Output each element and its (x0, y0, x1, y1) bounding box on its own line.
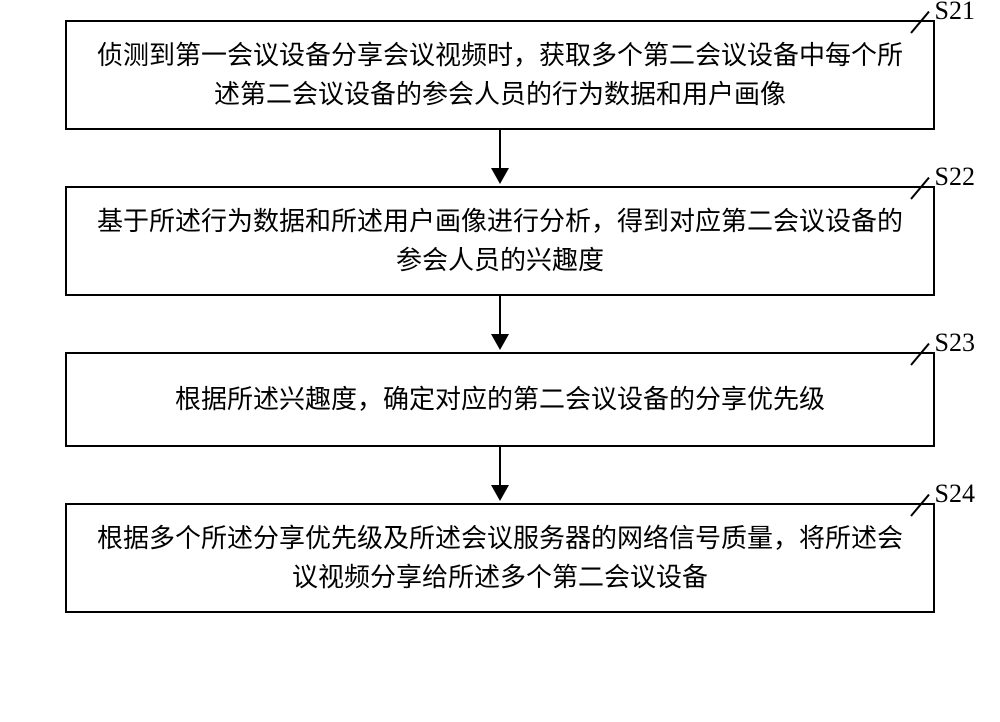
step-text: 根据多个所述分享优先级及所述会议服务器的网络信号质量，将所述会议视频分享给所述多… (97, 524, 903, 592)
arrow-head-icon (491, 485, 509, 501)
step-text: 侦测到第一会议设备分享会议视频时，获取多个第二会议设备中每个所述第二会议设备的参… (97, 41, 903, 109)
step-box-s23: 根据所述兴趣度，确定对应的第二会议设备的分享优先级 (65, 352, 935, 447)
arrow-3 (491, 447, 509, 503)
step-box-s21: 侦测到第一会议设备分享会议视频时，获取多个第二会议设备中每个所述第二会议设备的参… (65, 20, 935, 130)
arrow-line (499, 130, 501, 170)
step-row-2: 基于所述行为数据和所述用户画像进行分析，得到对应第二会议设备的参会人员的兴趣度 … (30, 186, 970, 296)
flowchart-container: 侦测到第一会议设备分享会议视频时，获取多个第二会议设备中每个所述第二会议设备的参… (30, 20, 970, 613)
arrow-2 (491, 296, 509, 352)
arrow-head-icon (491, 168, 509, 184)
arrow-line (499, 447, 501, 487)
arrow-line (499, 296, 501, 336)
step-box-s24: 根据多个所述分享优先级及所述会议服务器的网络信号质量，将所述会议视频分享给所述多… (65, 503, 935, 613)
step-text: 根据所述兴趣度，确定对应的第二会议设备的分享优先级 (175, 385, 825, 414)
step-row-1: 侦测到第一会议设备分享会议视频时，获取多个第二会议设备中每个所述第二会议设备的参… (30, 20, 970, 130)
step-id-text: S21 (935, 0, 975, 25)
arrow-head-icon (491, 334, 509, 350)
step-label-s22: S22 (935, 162, 975, 192)
step-box-s22: 基于所述行为数据和所述用户画像进行分析，得到对应第二会议设备的参会人员的兴趣度 (65, 186, 935, 296)
arrow-1 (491, 130, 509, 186)
step-id-text: S24 (935, 479, 975, 508)
step-label-s23: S23 (935, 328, 975, 358)
step-text: 基于所述行为数据和所述用户画像进行分析，得到对应第二会议设备的参会人员的兴趣度 (97, 207, 903, 275)
step-label-s21: S21 (935, 0, 975, 26)
step-id-text: S23 (935, 328, 975, 357)
step-row-4: 根据多个所述分享优先级及所述会议服务器的网络信号质量，将所述会议视频分享给所述多… (30, 503, 970, 613)
step-label-s24: S24 (935, 479, 975, 509)
step-id-text: S22 (935, 162, 975, 191)
step-row-3: 根据所述兴趣度，确定对应的第二会议设备的分享优先级 S23 (30, 352, 970, 447)
